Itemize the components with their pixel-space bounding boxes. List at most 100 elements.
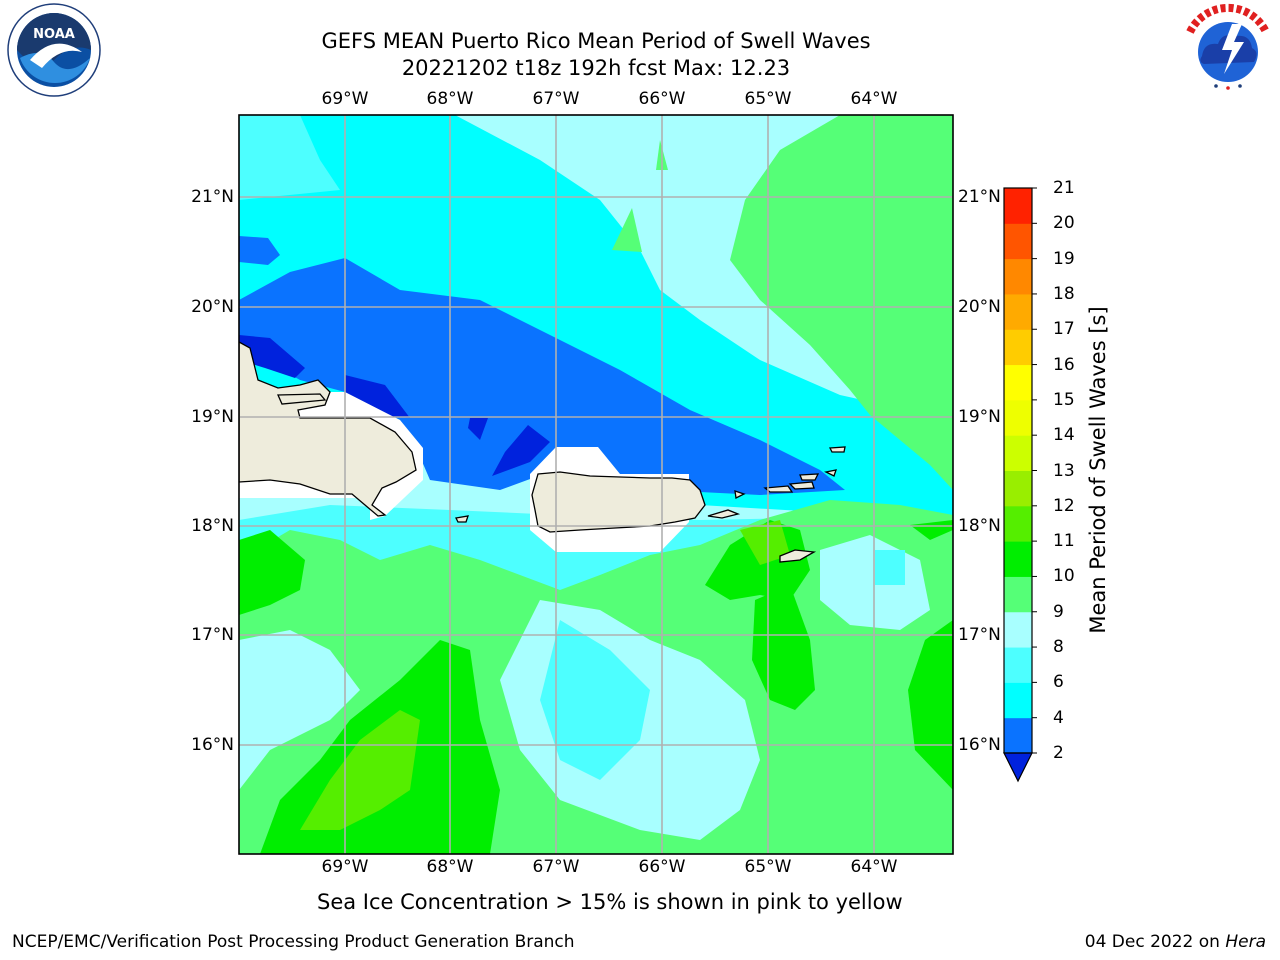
region-green-small-1 xyxy=(612,208,642,252)
lat-label-left: 18°N xyxy=(191,516,234,536)
colorbar-segment xyxy=(1004,541,1032,577)
colorbar-tick-label: 15 xyxy=(1053,389,1075,410)
colorbar-segment xyxy=(1004,717,1032,754)
colorbar-tick-label: 18 xyxy=(1053,283,1075,304)
swell-field xyxy=(239,115,953,854)
footer-date: 04 Dec 2022 on Hera xyxy=(1085,932,1266,952)
colorbar-segment xyxy=(1004,329,1032,366)
land-anegada xyxy=(828,446,846,453)
lat-label-left: 20°N xyxy=(191,297,234,317)
region-darkblue-4 xyxy=(492,425,550,476)
lon-label-top: 68°W xyxy=(426,89,474,109)
colorbar-segment xyxy=(1004,576,1032,613)
colorbar-tick-label: 17 xyxy=(1053,319,1075,340)
footer-machine: Hera xyxy=(1225,932,1266,952)
region-yellowgreen-southwest xyxy=(300,710,420,830)
land-st-john xyxy=(788,481,815,490)
region-cyan-south-patch xyxy=(540,620,650,780)
region-green-far-east-2 xyxy=(910,520,953,540)
lat-label-right: 20°N xyxy=(958,297,1001,317)
lon-label-bottom: 66°W xyxy=(638,857,686,877)
colorbar-tick-label: 20 xyxy=(1053,213,1075,234)
region-green-far-east xyxy=(908,620,953,790)
lon-label-top: 65°W xyxy=(744,89,792,109)
lon-label-bottom: 68°W xyxy=(426,857,474,877)
colorbar-tick-label: 6 xyxy=(1053,672,1064,693)
land-virgin-gorda xyxy=(824,469,837,477)
lon-label-bottom: 67°W xyxy=(532,857,580,877)
lon-label-bottom: 69°W xyxy=(321,857,369,877)
lat-label-right: 16°N xyxy=(958,735,1001,755)
colorbar-segment xyxy=(1004,682,1032,719)
colorbar-segment xyxy=(1004,435,1032,471)
region-green-west xyxy=(239,530,305,615)
colorbar-segment xyxy=(1004,258,1032,295)
colorbar-segment xyxy=(1004,647,1032,683)
colorbar-tick-label: 14 xyxy=(1053,425,1075,446)
colorbar-segment xyxy=(1004,399,1032,436)
nws-logo xyxy=(1183,3,1273,95)
region-darkblue-3 xyxy=(468,418,488,440)
noaa-logo: NOAA xyxy=(7,3,101,97)
footer-date-text: 04 Dec 2022 on xyxy=(1084,932,1220,952)
lat-label-left: 21°N xyxy=(191,187,234,207)
lon-label-top: 64°W xyxy=(850,89,898,109)
lon-label-top: 67°W xyxy=(532,89,580,109)
map-frame xyxy=(238,114,954,855)
colorbar-tick-label: 8 xyxy=(1053,637,1064,658)
colorbar-tick-label: 16 xyxy=(1053,354,1075,375)
graticule xyxy=(239,115,953,854)
colorbar-title: Mean Period of Swell Waves [s] xyxy=(1086,306,1110,634)
region-blue-band xyxy=(239,258,845,495)
colorbar-segment xyxy=(1004,364,1032,401)
colorbar-extend-triangle xyxy=(1003,752,1033,783)
chart-title: GEFS MEAN Puerto Rico Mean Period of Swe… xyxy=(321,29,871,53)
region-lightcyan-northwest xyxy=(239,115,340,200)
colorbar-tick-label: 2 xyxy=(1053,743,1064,763)
lon-label-bottom: 64°W xyxy=(850,857,898,877)
colorbar-tick-label: 11 xyxy=(1053,531,1075,552)
region-yellowgreen-east xyxy=(740,520,790,565)
lat-label-right: 18°N xyxy=(958,516,1001,536)
region-darkblue-1 xyxy=(239,335,305,378)
lon-label-top: 66°W xyxy=(638,89,686,109)
region-blue-small xyxy=(239,236,280,265)
region-cyan-east xyxy=(875,550,905,585)
land-mona xyxy=(455,515,469,523)
footer-credit: NCEP/EMC/Verification Post Processing Pr… xyxy=(12,932,575,952)
land-hispaniola-saona xyxy=(277,393,327,405)
region-darkblue-2 xyxy=(345,375,410,418)
colorbar-tick-label: 9 xyxy=(1053,601,1064,622)
colorbar-tick-label: 12 xyxy=(1053,495,1075,516)
colorbar-segment xyxy=(1004,293,1032,330)
lat-label-left: 19°N xyxy=(191,407,234,427)
chart-subtitle: 20221202 t18z 192h fcst Max: 12.23 xyxy=(401,56,791,80)
colorbar-tick-label: 13 xyxy=(1053,460,1075,481)
colorbar-segment xyxy=(1004,188,1032,224)
land-st-croix xyxy=(779,549,817,563)
land-tortola xyxy=(799,473,820,481)
colorbar-tick-label: 10 xyxy=(1053,566,1075,587)
colorbar-segment xyxy=(1004,470,1032,507)
colorbar-segment xyxy=(1004,611,1032,648)
colorbar-segment xyxy=(1004,505,1032,542)
colorbar xyxy=(1003,187,1037,783)
lat-label-right: 21°N xyxy=(958,187,1001,207)
colorbar-tick-label: 21 xyxy=(1053,178,1075,198)
lat-label-right: 19°N xyxy=(958,407,1001,427)
lat-label-left: 17°N xyxy=(191,625,234,645)
sea-ice-note: Sea Ice Concentration > 15% is shown in … xyxy=(317,890,903,914)
lat-label-right: 17°N xyxy=(958,625,1001,645)
lon-label-bottom: 65°W xyxy=(744,857,792,877)
region-green-northeast xyxy=(730,115,953,490)
lat-label-left: 16°N xyxy=(191,735,234,755)
land-culebra xyxy=(734,490,746,499)
colorbar-tick-label: 4 xyxy=(1053,707,1064,728)
colorbar-tick-label: 19 xyxy=(1053,248,1075,269)
noaa-logo-text: NOAA xyxy=(33,27,75,42)
colorbar-segment xyxy=(1004,223,1032,260)
lon-label-top: 69°W xyxy=(321,89,369,109)
land-vieques xyxy=(707,509,741,519)
region-lightblue-south-1 xyxy=(239,630,360,790)
